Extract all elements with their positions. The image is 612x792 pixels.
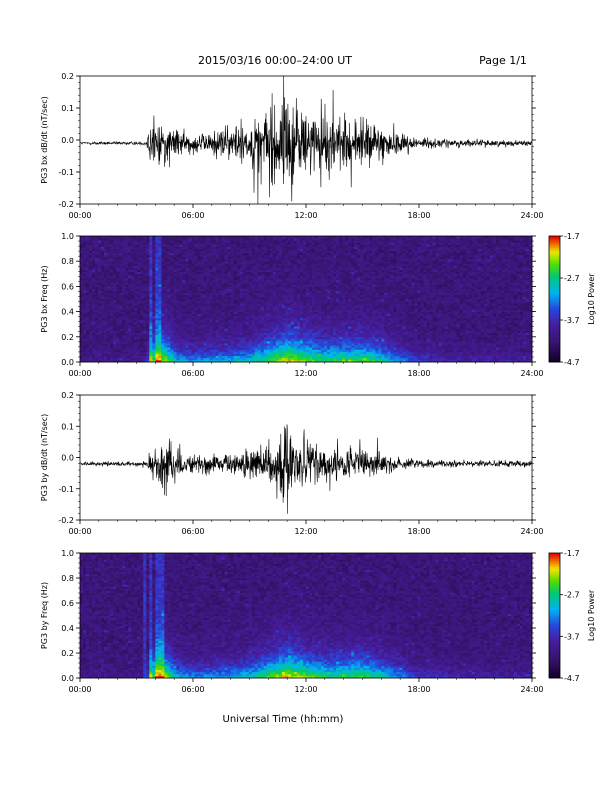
x-tick-label: 06:00 — [181, 527, 204, 536]
y-tick-label: 0.2 — [61, 391, 74, 400]
y-tick-label: 0.2 — [61, 649, 74, 658]
y-tick-label: -0.2 — [58, 200, 74, 209]
series-line — [80, 424, 532, 513]
colorbar-tick-label: -4.7 — [564, 358, 580, 367]
x-tick-label: 24:00 — [520, 527, 543, 536]
y-tick-label: 0.1 — [61, 422, 74, 431]
y-tick-label: 0.6 — [61, 599, 74, 608]
x-tick-label: 00:00 — [68, 685, 91, 694]
y-axis-label: PG3 by dB/dt (nT/sec) — [40, 414, 49, 501]
x-tick-label: 06:00 — [181, 211, 204, 220]
x-tick-label: 12:00 — [294, 527, 317, 536]
y-tick-label: 0.4 — [61, 308, 74, 317]
plot-frame — [80, 395, 532, 520]
spectrogram — [80, 553, 532, 678]
y-axis-label: PG3 bx Freq (Hz) — [40, 265, 49, 332]
x-tick-label: 12:00 — [294, 685, 317, 694]
y-axis-label: PG3 by Freq (Hz) — [40, 582, 49, 649]
x-tick-label: 18:00 — [407, 369, 430, 378]
y-axis-label: PG3 bx dB/dt (nT/sec) — [40, 96, 49, 183]
figure-title: 2015/03/16 00:00–24:00 UT — [198, 54, 352, 67]
colorbar: -1.7 -2.7 -3.7 -4.7 Log10 Power — [549, 232, 596, 367]
x-axis-label: Universal Time (hh:mm) — [223, 714, 344, 725]
x-tick-label: 00:00 — [68, 369, 91, 378]
x-tick-label: 24:00 — [520, 685, 543, 694]
y-tick-label: 0.8 — [61, 574, 74, 583]
colorbar-tick-label: -2.7 — [564, 274, 580, 283]
x-tick-label: 06:00 — [181, 369, 204, 378]
x-tick-label: 18:00 — [407, 527, 430, 536]
y-tick-label: 0.8 — [61, 257, 74, 266]
y-tick-label: 0.4 — [61, 624, 74, 633]
y-tick-label: 1.0 — [61, 549, 74, 558]
colorbar-tick-label: -4.7 — [564, 674, 580, 683]
colorbar-label: Log10 Power — [587, 273, 596, 325]
x-tick-label: 18:00 — [407, 685, 430, 694]
colorbar-tick-label: -2.7 — [564, 591, 580, 600]
y-tick-label: 0.0 — [61, 358, 74, 367]
x-tick-label: 00:00 — [68, 527, 91, 536]
panel-4: -1.7 -2.7 -3.7 -4.7 Log10 Power 1.0 0.8 0.6 0.4 0… — [40, 549, 596, 694]
x-tick-label: 06:00 — [181, 685, 204, 694]
x-tick-label: 00:00 — [68, 211, 91, 220]
colorbar: -1.7 -2.7 -3.7 -4.7 Log10 Power — [549, 549, 596, 683]
x-tick-label: 18:00 — [407, 211, 430, 220]
x-tick-label: 12:00 — [294, 211, 317, 220]
y-tick-label: 1.0 — [61, 232, 74, 241]
colorbar-label: Log10 Power — [587, 589, 596, 641]
x-tick-label: 12:00 — [294, 369, 317, 378]
panel-2: -1.7 -2.7 -3.7 -4.7 Log10 Power 1.0 0.8 0.6 0.4 0… — [40, 232, 596, 378]
panel-1: 0.2 0.1 0.0 -0.1 -0.2 00:00 06:00 12:00 18:00 24:… — [40, 72, 544, 220]
x-tick-label: 24:00 — [520, 369, 543, 378]
colorbar-tick-label: -3.7 — [564, 316, 580, 325]
y-tick-label: -0.1 — [58, 485, 74, 494]
y-tick-label: 0.2 — [61, 72, 74, 81]
series-line — [80, 76, 532, 204]
x-tick-label: 24:00 — [520, 211, 543, 220]
y-tick-label: -0.2 — [58, 516, 74, 525]
colorbar-tick-label: -1.7 — [564, 549, 580, 558]
y-tick-label: 0.0 — [61, 136, 74, 145]
y-tick-label: 0.0 — [61, 454, 74, 463]
y-tick-label: 0.0 — [61, 674, 74, 683]
page-indicator: Page 1/1 — [479, 54, 527, 67]
spectrogram — [80, 236, 532, 362]
y-tick-label: 0.1 — [61, 104, 74, 113]
y-tick-label: 0.2 — [61, 333, 74, 342]
y-tick-label: -0.1 — [58, 168, 74, 177]
panel-3: 0.2 0.1 0.0 -0.1 -0.2 00:00 06:00 12:00 18:00 24:… — [40, 391, 544, 536]
y-tick-label: 0.6 — [61, 282, 74, 291]
colorbar-tick-label: -3.7 — [564, 632, 580, 641]
colorbar-tick-label: -1.7 — [564, 232, 580, 241]
